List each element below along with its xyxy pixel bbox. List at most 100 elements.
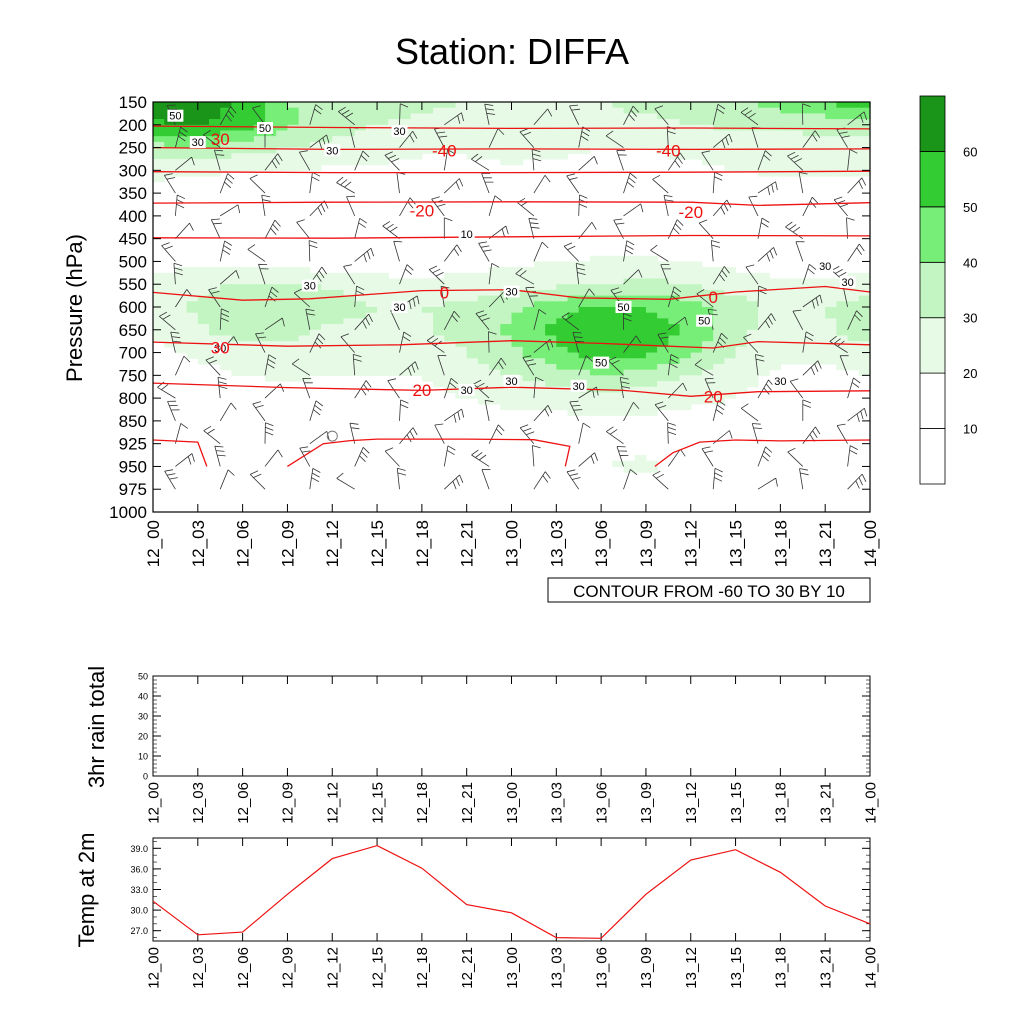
contour-label-bg (615, 301, 632, 313)
shade-cell (802, 147, 815, 154)
shade-cell (242, 307, 255, 314)
shade-cell (354, 107, 367, 114)
shade-cell (242, 341, 255, 348)
shade-cell (746, 329, 759, 337)
shade-cell (197, 124, 210, 132)
shade-cell (265, 324, 277, 331)
shade-cell (276, 164, 289, 171)
shade-cell (836, 324, 849, 331)
shade-cell (668, 398, 681, 405)
shade-cell (354, 312, 367, 319)
shade-cell (545, 312, 557, 319)
shade-cell (298, 164, 311, 171)
contour-label-bg (696, 314, 713, 327)
shade-cell (713, 278, 725, 285)
wind-barb (291, 358, 311, 376)
shade-cell (287, 113, 300, 120)
shade-cell (735, 113, 748, 120)
wind-barb (399, 399, 409, 421)
fill-contour-label: 30 (192, 137, 204, 149)
shade-cell (477, 335, 490, 342)
shade-cell (477, 386, 490, 394)
shade-cell (444, 312, 457, 319)
fill-contour-label: 30 (393, 126, 405, 138)
shade-cell (657, 386, 669, 394)
shade-cell (746, 307, 759, 314)
shade-cell (657, 329, 669, 337)
shade-cell (444, 329, 457, 337)
shade-cell (713, 341, 725, 348)
wind-barb (757, 181, 778, 196)
shade-cell (847, 358, 860, 365)
shade-cell (735, 119, 748, 126)
shade-cell (500, 307, 513, 314)
shade-cell (332, 346, 345, 354)
shade-cell (567, 289, 580, 297)
shade-cell (612, 136, 625, 143)
shade-cell (287, 119, 300, 126)
wind-barb (309, 266, 328, 285)
contour-label-bg (391, 125, 408, 138)
wind-barb (802, 399, 811, 421)
shade-cell (746, 289, 759, 297)
wind-barb (789, 378, 804, 399)
shade-cell (365, 324, 378, 331)
shade-cell (545, 284, 557, 291)
shade-cell (757, 153, 770, 160)
fill-contour-label: 30 (505, 376, 517, 388)
shade-cell (847, 164, 860, 171)
shade-cell (634, 352, 647, 359)
shade-cell (354, 369, 367, 376)
shade-cell (735, 147, 748, 154)
shade-cell (309, 358, 322, 365)
shade-cell (433, 358, 445, 365)
shade-cell (690, 141, 703, 149)
shade-cell (466, 369, 479, 376)
shade-cell (769, 278, 781, 285)
shade-cell (377, 113, 389, 120)
shade-cell (533, 272, 546, 280)
shade-cell (287, 141, 300, 149)
wind-barb (443, 310, 461, 330)
shade-cell (724, 335, 737, 342)
shade-cell (769, 318, 781, 325)
wind-barb (219, 270, 240, 285)
shade-cell (657, 307, 669, 314)
shade-cell (724, 375, 737, 382)
wind-barb (799, 468, 809, 490)
shade-cell (231, 318, 244, 325)
shade-cell (545, 346, 557, 354)
shade-cell (197, 335, 210, 342)
shade-cell (601, 329, 613, 337)
shade-cell (679, 113, 692, 120)
shade-cell (466, 278, 479, 285)
shade-cell (354, 341, 367, 348)
shade-cell (589, 301, 602, 308)
shade-cell (578, 403, 591, 411)
shade-cell (545, 386, 557, 394)
shade-cell (533, 141, 546, 149)
shade-cell (309, 164, 322, 171)
shade-cell (164, 312, 176, 319)
shade-cell (175, 289, 188, 297)
shade-cell (209, 102, 221, 109)
shade-cell (578, 358, 591, 365)
shade-cell (455, 141, 468, 149)
shade-cell (153, 158, 165, 166)
shade-cell (645, 107, 658, 114)
temp2m-series-line (152, 844, 871, 939)
time-tick-label: 13_12 (683, 947, 700, 989)
shade-cell (612, 141, 625, 149)
wind-barb (396, 171, 406, 194)
time-tick-label: 13_21 (817, 782, 834, 824)
shade-cell (589, 324, 602, 331)
wind-barb (710, 240, 721, 262)
shade-cell (634, 119, 647, 126)
shade-cell (701, 272, 714, 280)
shade-cell (847, 141, 860, 149)
shade-cell (713, 318, 725, 325)
fill-contour-label: 30 (573, 381, 585, 393)
shade-cell (690, 267, 703, 274)
shade-cell (253, 318, 266, 325)
shade-cell (713, 113, 725, 120)
